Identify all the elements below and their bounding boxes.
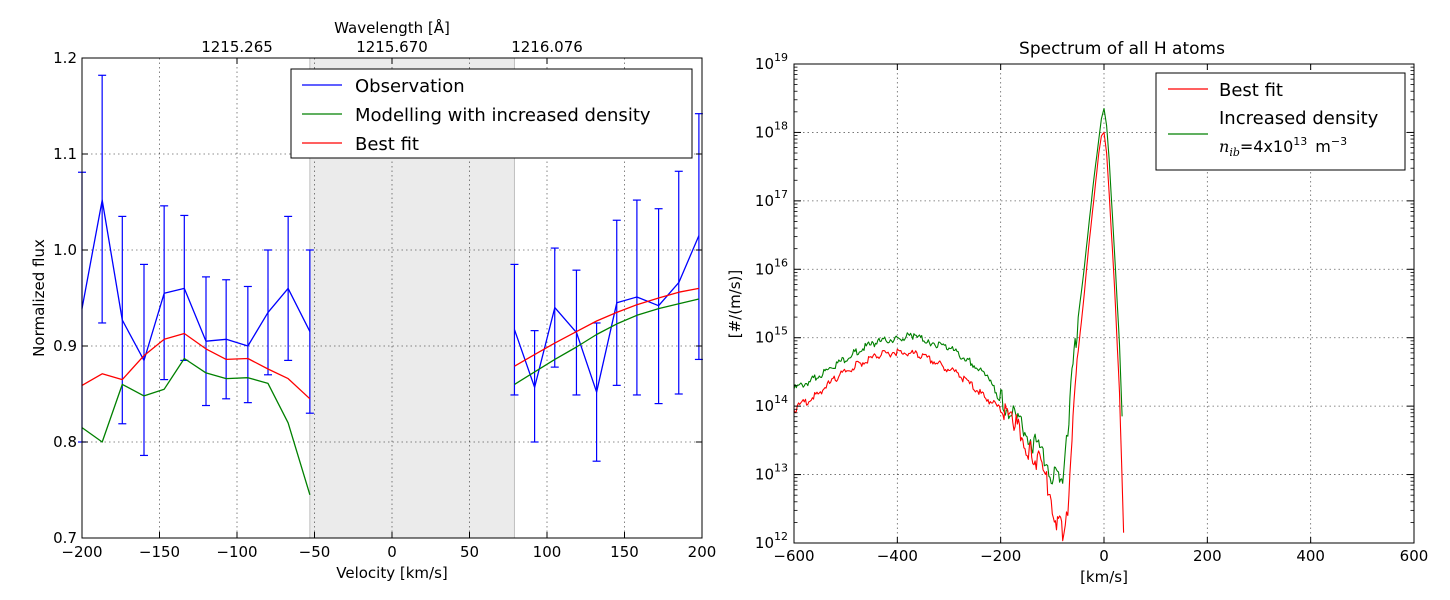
y-axis-label: [#/(m/s)] — [726, 270, 744, 339]
x-tick-label: 200 — [1193, 547, 1222, 565]
y-tick-labels: 1012 1013 1014 1015 1016 1017 1018 1019 — [755, 51, 788, 552]
y-tick-label: 0.7 — [53, 529, 77, 547]
chart-h-atom-spectrum: −600 −400 −200 0 200 400 600 10121013101410151… — [726, 39, 1428, 586]
series-line-best-fit — [81, 332, 311, 400]
error-bar — [510, 263, 519, 396]
y-tick-label: 1016 — [755, 256, 788, 278]
legend-label-best-fit: Best fit — [1219, 80, 1283, 101]
x-tick-labels: −200 −150 −100 −50 0 50 100 150 200 — [61, 543, 716, 561]
y-tick-label: 1017 — [755, 188, 788, 210]
annotation-unit-exp: −3 — [1331, 135, 1347, 148]
legend-box — [290, 68, 693, 159]
series-line-increased-density — [793, 107, 1123, 485]
legend: Observation Modelling with increased den… — [290, 68, 693, 159]
legend-label-increased-density: Increased density — [1219, 108, 1379, 129]
error-bar — [243, 285, 252, 404]
series-line-modelling-with-increased-density — [514, 298, 700, 385]
x-tick-label: −400 — [877, 547, 918, 565]
y-tick-label: 1.1 — [53, 145, 77, 163]
legend-density-annotation: nib=4x1013 m−3 — [1219, 135, 1347, 159]
top-tick-label: 1215.265 — [201, 38, 273, 56]
top-tick-label: 1216.076 — [511, 38, 583, 56]
series-line-best-fit — [793, 131, 1125, 542]
y-tick-label: 1014 — [755, 393, 788, 415]
y-tick-label: 0.9 — [53, 337, 77, 355]
y-tick-label: 1015 — [755, 325, 788, 347]
tick-marks — [793, 63, 1415, 544]
x-tick-label: 0 — [1099, 547, 1109, 565]
y-tick-label: 1019 — [755, 51, 788, 73]
tick-marks — [81, 57, 703, 539]
annotation-exp: 13 — [1293, 135, 1307, 148]
x-tick-label: 150 — [610, 543, 639, 561]
x-tick-label: −600 — [773, 547, 814, 565]
series-line-best-fit — [514, 287, 700, 367]
error-bar — [98, 74, 107, 324]
top-axis-tick-labels: 1215.265 1215.670 1216.076 — [201, 38, 583, 56]
x-tick-label: 0 — [387, 543, 397, 561]
x-tick-label: 200 — [688, 543, 717, 561]
x-axis-label: Velocity [km/s] — [336, 564, 447, 582]
top-axis-label: Wavelength [Å] — [334, 18, 450, 37]
y-tick-label: 1.0 — [53, 241, 77, 259]
series-line-observation — [81, 199, 311, 362]
plot-lines — [793, 107, 1125, 542]
annotation-var: n — [1219, 137, 1229, 156]
x-axis-label: [km/s] — [1080, 568, 1128, 586]
annotation-unit: m — [1315, 137, 1331, 156]
x-tick-label: −100 — [216, 543, 257, 561]
x-tick-label: 50 — [460, 543, 479, 561]
x-tick-label: 100 — [533, 543, 562, 561]
top-tick-label: 1215.670 — [356, 38, 428, 56]
x-tick-label: −50 — [299, 543, 331, 561]
y-axis-label: Normalized flux — [30, 239, 48, 357]
y-tick-label: 1012 — [755, 530, 788, 552]
y-tick-labels: 0.7 0.8 0.9 1.0 1.1 1.2 — [53, 49, 77, 547]
legend: Best fit Increased density nib=4x1013 m−3 — [1155, 72, 1406, 171]
x-tick-labels: −600 −400 −200 0 200 400 600 — [773, 547, 1428, 565]
legend-label-best-fit: Best fit — [355, 134, 419, 155]
y-tick-label: 0.8 — [53, 433, 77, 451]
chart-title: Spectrum of all H atoms — [1019, 39, 1225, 59]
annotation-eq: =4x10 — [1240, 137, 1293, 156]
x-tick-label: −200 — [61, 543, 102, 561]
series-line-modelling-with-increased-density — [81, 357, 311, 495]
x-tick-label: 600 — [1400, 547, 1429, 565]
series-line-observation — [513, 235, 700, 393]
chart-velocity-flux: −200 −150 −100 −50 0 50 100 150 200 0.7 0.8 0.9 1.0… — [30, 18, 716, 582]
x-tick-label: −200 — [980, 547, 1021, 565]
legend-label-observation: Observation — [355, 76, 465, 97]
annotation-sub: ib — [1229, 146, 1240, 159]
y-tick-label: 1.2 — [53, 49, 77, 67]
y-tick-label: 1018 — [755, 119, 788, 141]
legend-label-increased-density: Modelling with increased density — [355, 105, 651, 126]
x-tick-label: −150 — [139, 543, 180, 561]
x-tick-label: 400 — [1296, 547, 1325, 565]
plot-lines — [78, 74, 703, 495]
y-tick-label: 1013 — [755, 462, 788, 484]
